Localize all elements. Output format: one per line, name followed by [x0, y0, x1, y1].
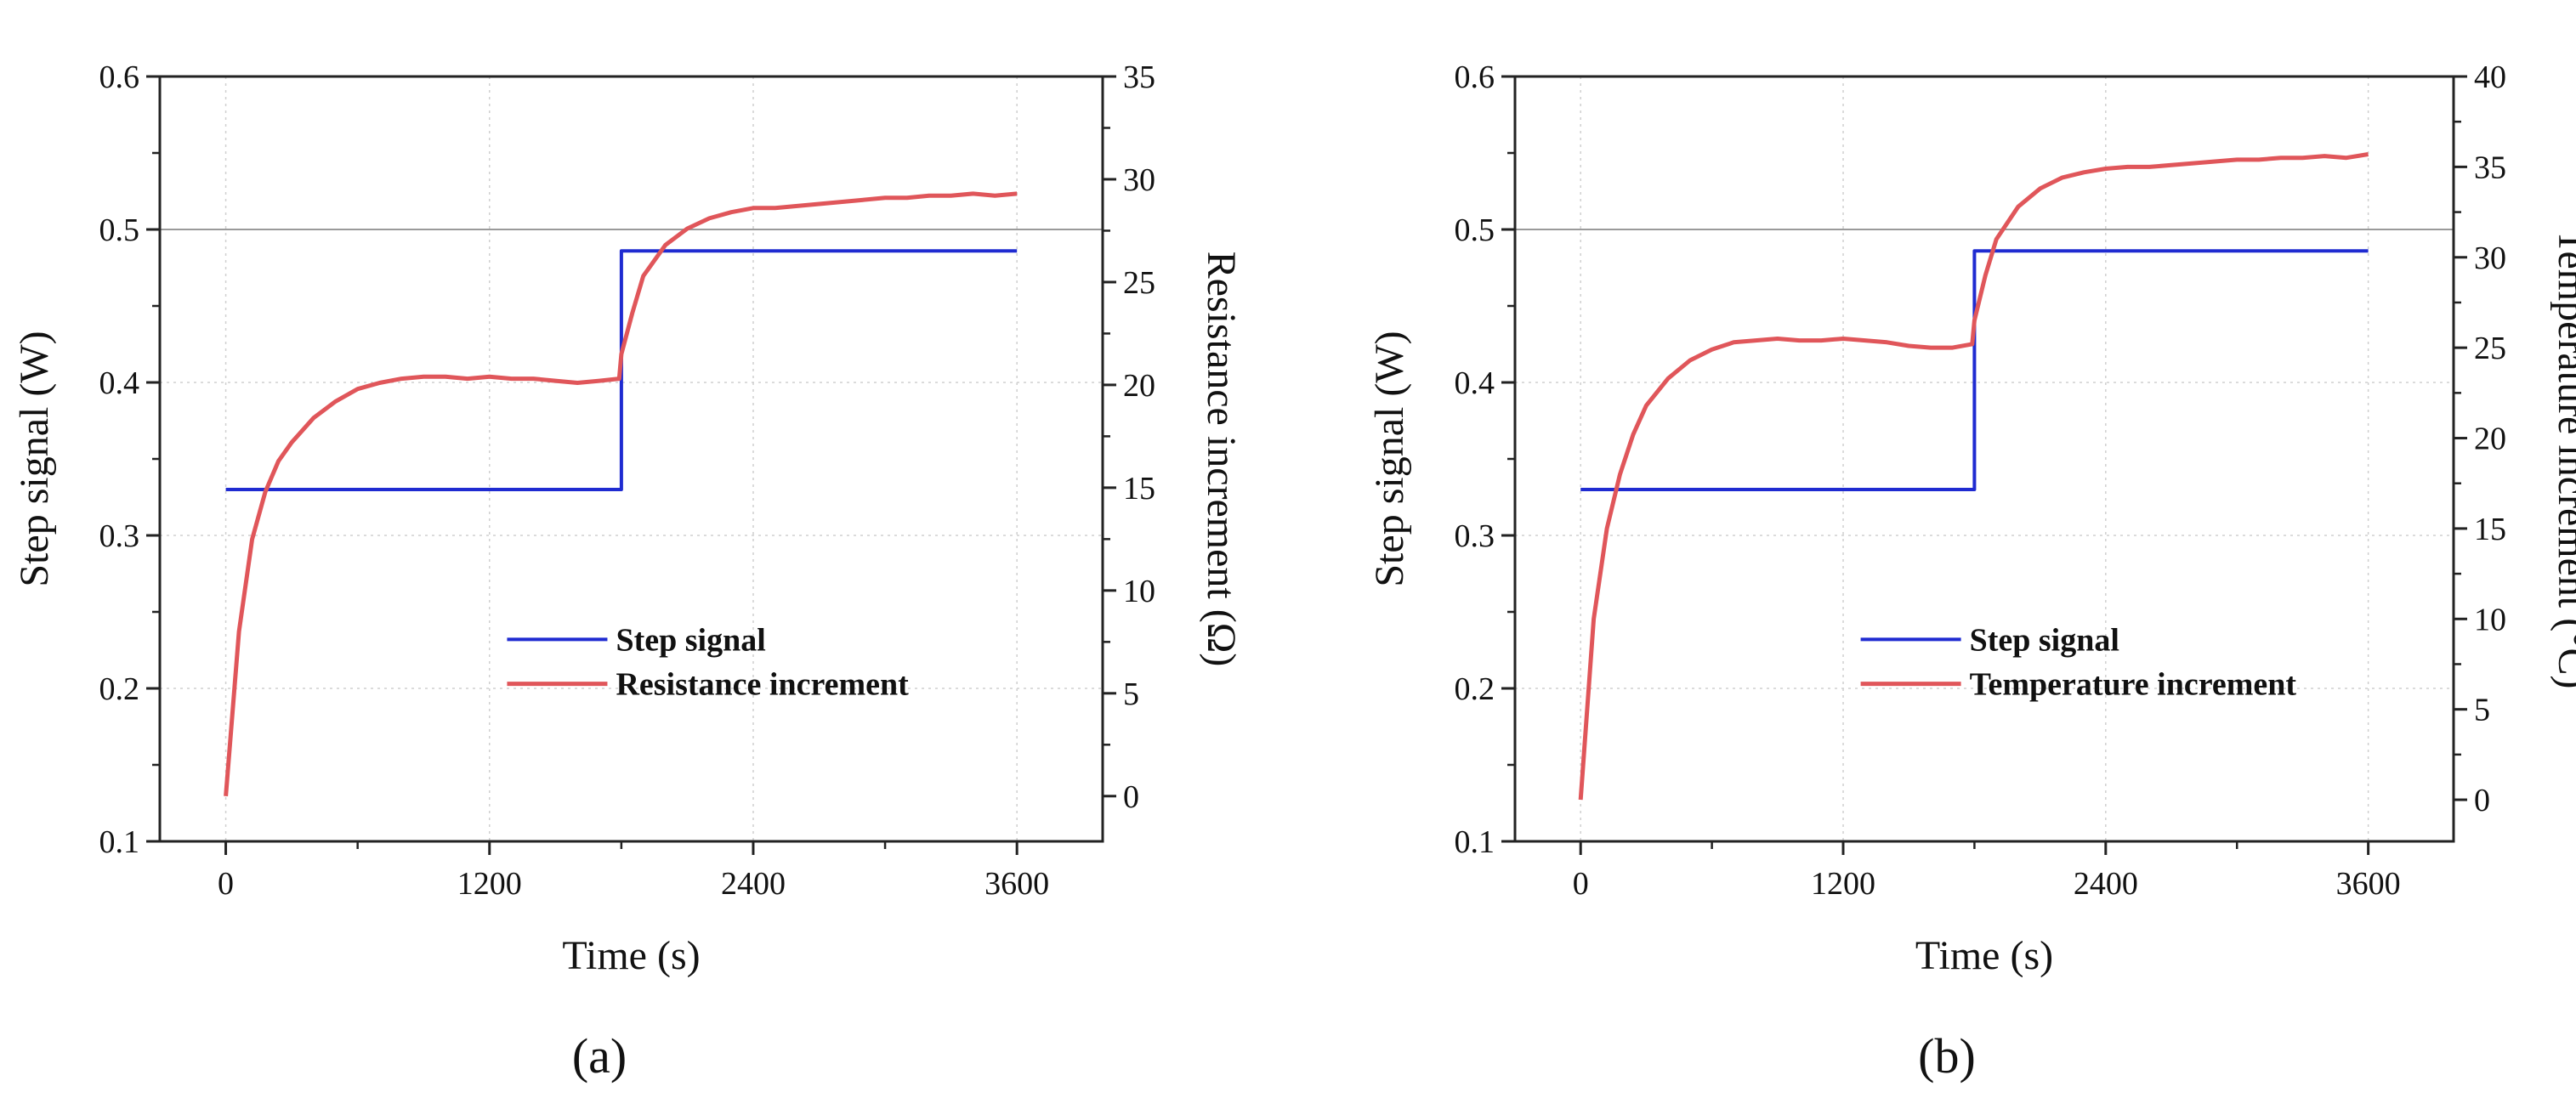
y-right-tick-label: 20 — [2474, 422, 2506, 457]
y-left-axis-title: Step signal (W) — [1367, 331, 1412, 586]
grid — [160, 76, 1103, 841]
x-tick-label: 0 — [218, 866, 234, 902]
y-right-tick-label: 40 — [2474, 59, 2506, 95]
y-right-tick-label: 35 — [2474, 150, 2506, 185]
y-right-tick-label: 30 — [2474, 241, 2506, 276]
chart-panel-b: 0 1200 2400 3600 0.1 0.2 0.3 0.4 0.5 0.6 0 5 10 15 20 2… — [1367, 59, 2576, 1084]
y-right-axis-title: Temperature increment (°C) — [2550, 229, 2576, 689]
step-signal-line — [1580, 249, 2369, 491]
y-left-tick-label: 0.6 — [99, 59, 140, 95]
y-left-tick-label: 0.2 — [1455, 671, 1495, 707]
plot-frame — [158, 75, 1104, 843]
x-tick-label: 2400 — [721, 866, 786, 902]
y-left-tick-label: 0.2 — [99, 671, 140, 707]
x-axis-title: Time (s) — [562, 933, 700, 978]
y-right-tick-label: 20 — [1123, 368, 1155, 404]
y-left-tick-label: 0.6 — [1455, 59, 1495, 95]
y-left-tick-label: 0.3 — [1455, 518, 1495, 554]
legend: Step signal Temperature increment — [1860, 622, 2297, 703]
y-right-tick-label: 5 — [2474, 693, 2490, 728]
y-right-tick-label: 0 — [1123, 779, 1139, 815]
y-right-tick-label: 35 — [1123, 59, 1155, 95]
y-right-tick-label: 15 — [2474, 512, 2506, 547]
legend: Step signal Resistance increment — [507, 622, 909, 703]
legend-label-increment: Temperature increment — [1970, 667, 2297, 703]
y-left-tick-label: 0.1 — [99, 824, 140, 860]
y-right-tick-label: 25 — [2474, 331, 2506, 366]
legend-label-increment: Resistance increment — [616, 667, 909, 703]
x-tick-label: 2400 — [2074, 866, 2138, 902]
y-right-tick-label: 25 — [1123, 265, 1155, 301]
increment-line — [1578, 152, 2369, 801]
y-right-tick-label: 5 — [1123, 676, 1139, 712]
legend-label-step: Step signal — [616, 622, 765, 658]
x-tick-label: 1200 — [457, 866, 522, 902]
y-left-tick-label: 0.4 — [1455, 365, 1495, 401]
panel-label: (a) — [572, 1028, 627, 1084]
x-tick-label: 1200 — [1811, 866, 1875, 902]
x-tick-label: 3600 — [2336, 866, 2401, 902]
y-right-axis-title: Resistance increment (Ω) — [1199, 252, 1244, 667]
x-tick-label: 3600 — [984, 866, 1049, 902]
panel-label: (b) — [1918, 1028, 1976, 1084]
y-right-tick-label: 30 — [1123, 162, 1155, 198]
x-axis-title: Time (s) — [1915, 933, 2053, 978]
y-right-tick-label: 10 — [1123, 574, 1155, 609]
y-right-tick-label: 10 — [2474, 602, 2506, 637]
y-right-tick-label: 15 — [1123, 471, 1155, 507]
legend-label-step: Step signal — [1970, 622, 2119, 658]
plot-frame — [1513, 75, 2455, 843]
chart-panel-a: 0 1200 2400 3600 0.1 0.2 0.3 0.4 0.5 0.6 0 5 10 15 20 2… — [12, 59, 1244, 1084]
increment-line — [224, 191, 1018, 796]
y-left-tick-label: 0.1 — [1455, 824, 1495, 860]
y-left-tick-label: 0.4 — [99, 365, 140, 401]
y-left-tick-label: 0.3 — [99, 518, 140, 554]
y-left-axis-title: Step signal (W) — [12, 331, 57, 586]
y-left-tick-label: 0.5 — [1455, 212, 1495, 248]
y-right-tick-label: 0 — [2474, 783, 2490, 818]
grid — [1515, 76, 2454, 841]
x-tick-label: 0 — [1573, 866, 1589, 902]
y-left-tick-label: 0.5 — [99, 212, 140, 248]
